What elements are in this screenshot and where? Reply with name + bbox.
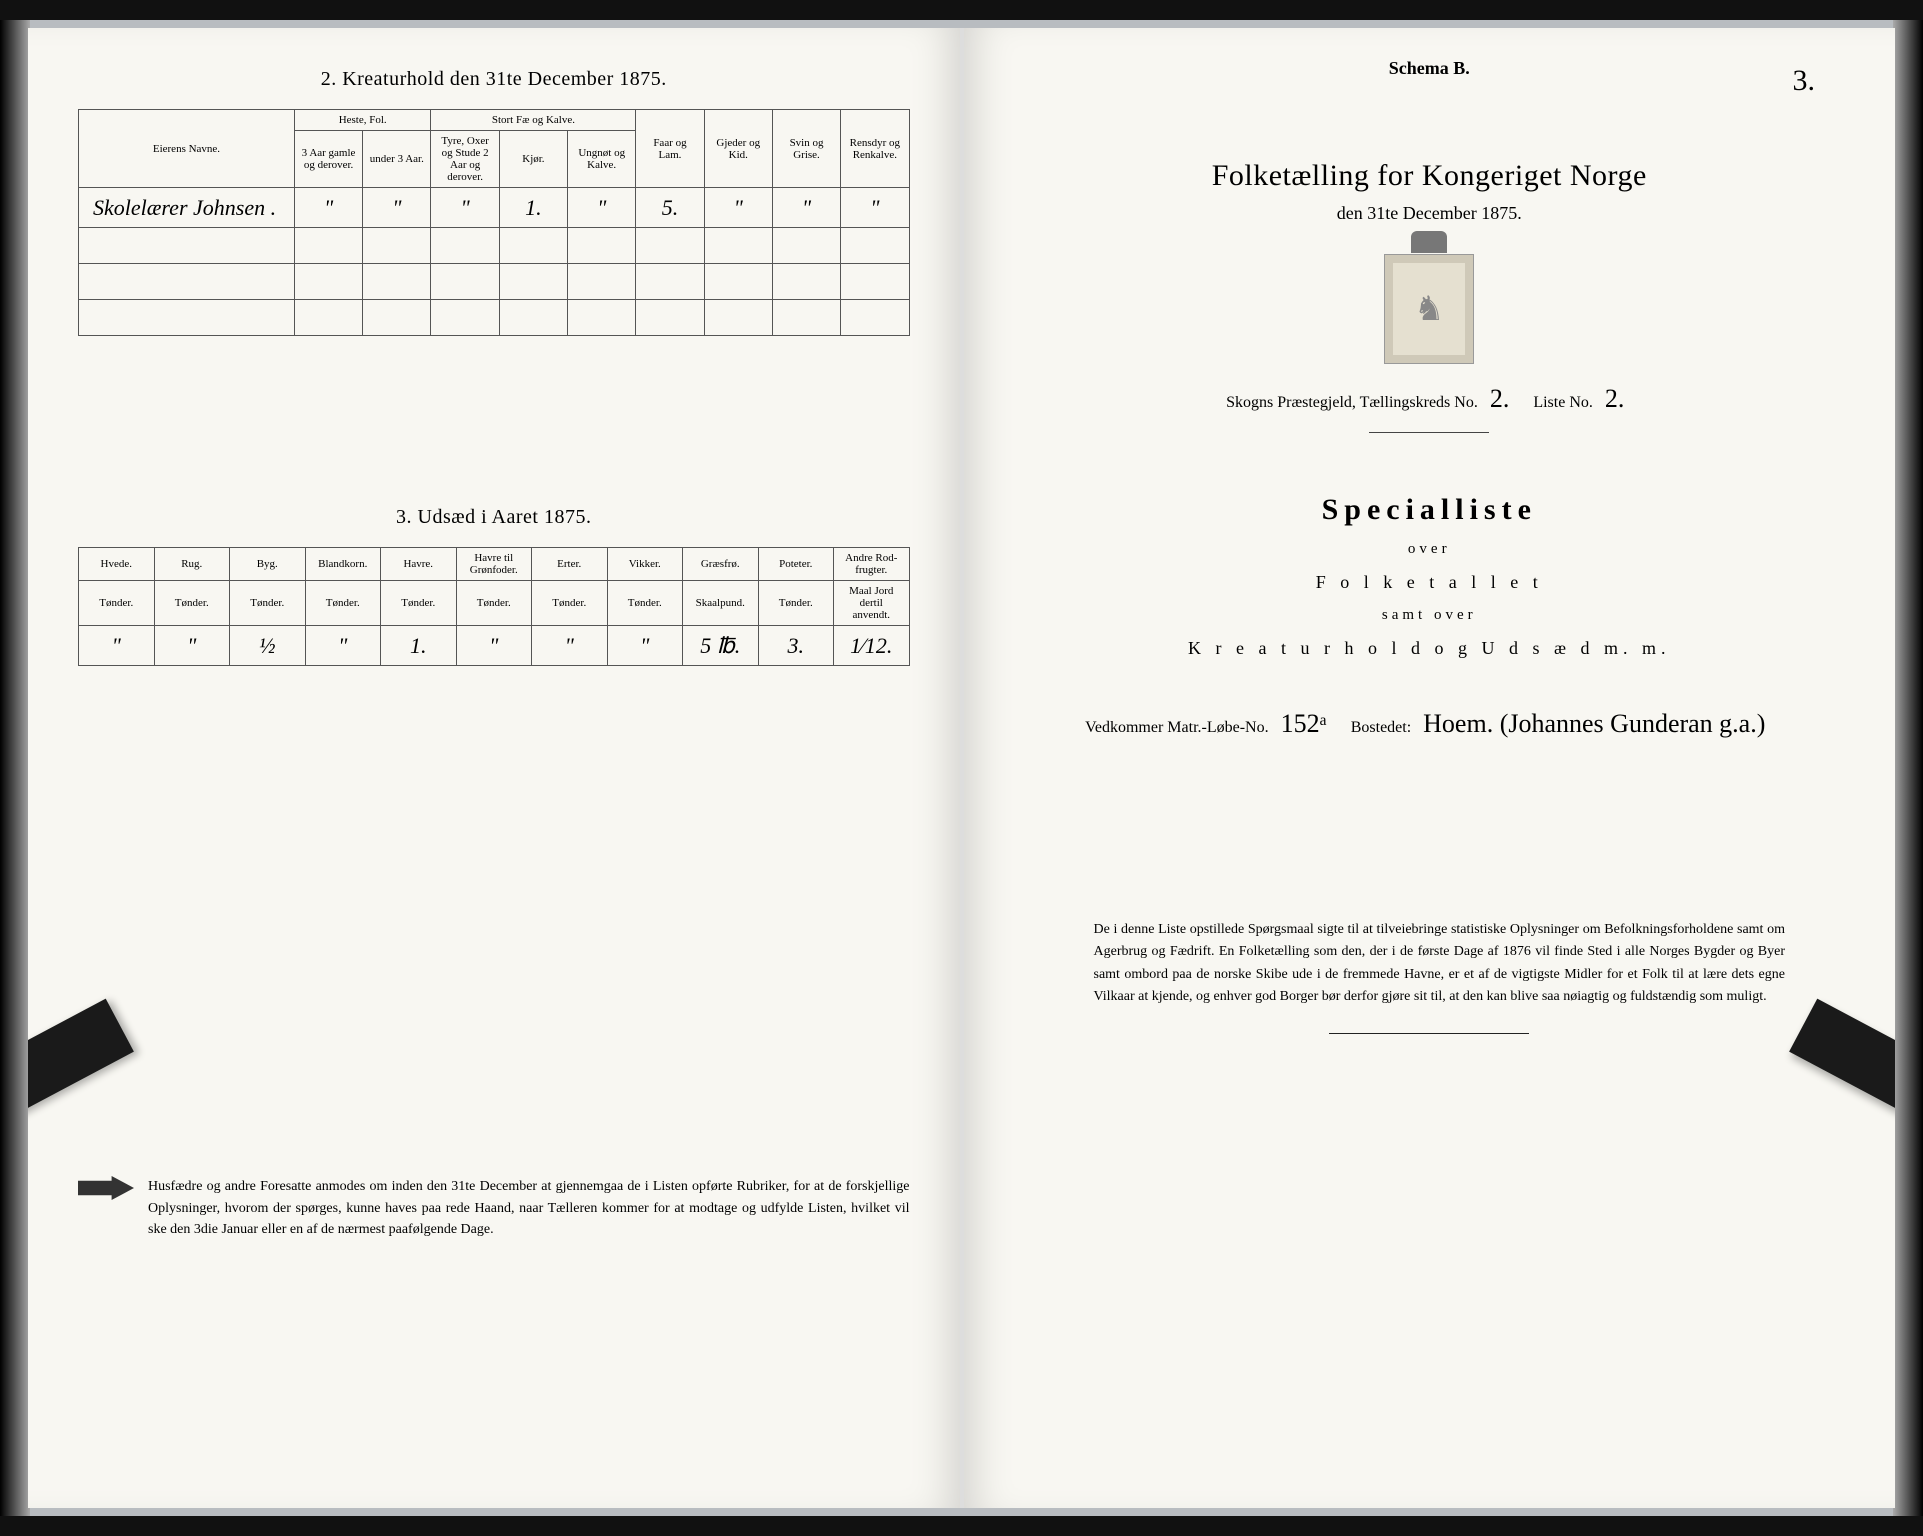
sub-h4: Kjør. <box>499 131 567 188</box>
district-prefix: Skogns Præstegjeld, Tællingskreds No. <box>1226 394 1478 411</box>
h3: Blandkorn. <box>305 548 381 581</box>
u9: 3. <box>758 626 834 666</box>
kreatur-label: K r e a t u r h o l d o g U d s æ d m. m… <box>1014 638 1846 659</box>
census-subtitle: den 31te December 1875. <box>1014 203 1846 224</box>
divider <box>1369 432 1489 433</box>
book-clip <box>1789 999 1895 1118</box>
s3: Tønder. <box>305 581 381 626</box>
page-number: 3. <box>1793 64 1816 98</box>
h1: Rug. <box>154 548 230 581</box>
right-page: 3. Schema B. Folketælling for Kongeriget… <box>962 28 1896 1508</box>
mat-prefix: Vedkommer Matr.-Løbe-No. <box>1085 719 1269 736</box>
section2-title: 2. Kreaturhold den 31te December 1875. <box>78 68 910 91</box>
u7: " <box>607 626 683 666</box>
owner-name: Skolelærer Johnsen . <box>79 188 295 228</box>
folketallet-label: F o l k e t a l l e t <box>1014 572 1846 593</box>
s6: Tønder. <box>532 581 608 626</box>
u6: " <box>532 626 608 666</box>
district-line: Skogns Præstegjeld, Tællingskreds No. 2.… <box>1014 384 1846 414</box>
end-divider <box>1329 1033 1529 1034</box>
bostedet-value: Hoem. (Johannes Gunderan g.a.) <box>1415 709 1773 738</box>
u0: " <box>79 626 155 666</box>
h2: Byg. <box>230 548 306 581</box>
s2: Tønder. <box>230 581 306 626</box>
footnote-text: Husfædre og andre Foresatte anmodes om i… <box>148 1179 910 1237</box>
matrikel-line: Vedkommer Matr.-Løbe-No. 152ᵃ Bostedet: … <box>1014 709 1846 739</box>
v2: " <box>431 188 499 228</box>
book-frame: 2. Kreaturhold den 31te December 1875. E… <box>20 20 1903 1516</box>
col-goats: Gjeder og Kid. <box>704 110 772 188</box>
page-spread: 2. Kreaturhold den 31te December 1875. E… <box>28 28 1895 1508</box>
h5: Havre til Grønfoder. <box>456 548 532 581</box>
col-sheep: Faar og Lam. <box>636 110 704 188</box>
h0: Hvede. <box>79 548 155 581</box>
s5: Tønder. <box>456 581 532 626</box>
s10: Maal Jord dertil anvendt. <box>834 581 910 626</box>
census-title: Folketælling for Kongeriget Norge <box>1014 159 1846 193</box>
col-reindeer: Rensdyr og Renkalve. <box>841 110 909 188</box>
h4: Havre. <box>381 548 457 581</box>
pointing-hand-icon <box>78 1176 134 1200</box>
v7: " <box>772 188 840 228</box>
col-horses: Heste, Fol. <box>294 110 431 131</box>
district-no: 2. <box>1482 384 1518 413</box>
sub-h5: Ungnøt og Kalve. <box>568 131 636 188</box>
left-page: 2. Kreaturhold den 31te December 1875. E… <box>28 28 962 1508</box>
s0: Tønder. <box>79 581 155 626</box>
v3: 1. <box>499 188 567 228</box>
v0: " <box>294 188 362 228</box>
v1: " <box>363 188 431 228</box>
sub-h1: 3 Aar gamle og derover. <box>294 131 362 188</box>
u10: 1⁄12. <box>834 626 910 666</box>
norway-coat-of-arms: ♞ <box>1384 254 1474 364</box>
mat-no: 152ᵃ <box>1273 709 1335 738</box>
col-cattle: Stort Fæ og Kalve. <box>431 110 636 131</box>
h6: Erter. <box>532 548 608 581</box>
s1: Tønder. <box>154 581 230 626</box>
col-owner: Eierens Navne. <box>79 110 295 188</box>
crest-lion-icon: ♞ <box>1393 263 1465 355</box>
sub-h3: Tyre, Oxer og Stude 2 Aar og derover. <box>431 131 499 188</box>
schema-label: Schema B. <box>1014 58 1846 79</box>
v8: " <box>841 188 909 228</box>
v4: " <box>568 188 636 228</box>
samt-over-label: samt over <box>1014 607 1846 624</box>
over-label: over <box>1014 541 1846 558</box>
u4: 1. <box>381 626 457 666</box>
list-no-label: Liste No. <box>1533 394 1593 411</box>
h9: Poteter. <box>758 548 834 581</box>
bostedet-label: Bostedet: <box>1351 719 1411 736</box>
s7: Tønder. <box>607 581 683 626</box>
u8: 5 ℔. <box>683 626 759 666</box>
specialliste-heading: Specialliste <box>1014 493 1846 527</box>
sub-h2: under 3 Aar. <box>363 131 431 188</box>
v6: " <box>704 188 772 228</box>
h7: Vikker. <box>607 548 683 581</box>
col-pigs: Svin og Grise. <box>772 110 840 188</box>
udsaed-table: Hvede. Rug. Byg. Blandkorn. Havre. Havre… <box>78 547 910 666</box>
u1: " <box>154 626 230 666</box>
h8: Græsfrø. <box>683 548 759 581</box>
list-no: 2. <box>1597 384 1633 413</box>
u5: " <box>456 626 532 666</box>
h10: Andre Rod-frugter. <box>834 548 910 581</box>
footnote: Husfædre og andre Foresatte anmodes om i… <box>78 1176 910 1241</box>
u2: ½ <box>230 626 306 666</box>
s8: Skaalpund. <box>683 581 759 626</box>
s9: Tønder. <box>758 581 834 626</box>
kreatur-table: Eierens Navne. Heste, Fol. Stort Fæ og K… <box>78 109 910 336</box>
v5: 5. <box>636 188 704 228</box>
section3-title: 3. Udsæd i Aaret 1875. <box>78 506 910 529</box>
bottom-paragraph: De i denne Liste opstillede Spørgsmaal s… <box>1094 919 1786 1009</box>
u3: " <box>305 626 381 666</box>
s4: Tønder. <box>381 581 457 626</box>
